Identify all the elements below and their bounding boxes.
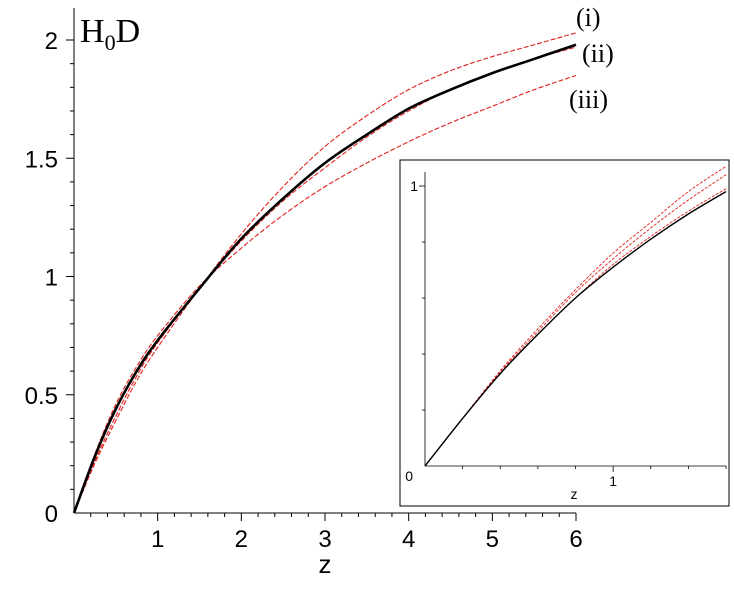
x-tick-label: 4 [402, 526, 415, 553]
y-tick-label: 1.5 [25, 146, 58, 173]
series-line-black [72, 43, 577, 514]
x-tick-label: 2 [235, 526, 248, 553]
y-axis-title-main: H [80, 13, 105, 50]
inset-frame [399, 159, 730, 507]
x-tick-label: 1 [151, 526, 164, 553]
y-tick-label: 0 [45, 501, 58, 528]
x-tick-label: 5 [486, 526, 499, 553]
inset-y-tick-label: 1 [410, 178, 418, 194]
inset-plot: 1 0 1 z [399, 159, 730, 507]
inset-y-tick-label: 0 [405, 468, 413, 484]
y-tick-label: 2 [45, 28, 58, 55]
curve-label-2: (ii) [582, 39, 614, 68]
y-tick-label: 0.5 [25, 383, 58, 410]
x-tick-label: 6 [569, 526, 582, 553]
curve-label-3: (iii) [569, 85, 608, 114]
x-tick-label: 3 [318, 526, 331, 553]
inset-x-axis-title: z [571, 486, 578, 502]
inset-series-line-black [424, 190, 727, 467]
curve-label-1: (i) [576, 3, 601, 32]
inset-x-tick-label: 1 [609, 473, 617, 489]
y-axis-title-suffix: D [116, 13, 141, 50]
series-line-3 [73, 74, 577, 514]
x-axis-title: z [319, 549, 332, 579]
series-line-1 [73, 32, 577, 514]
y-axis-title-sub: 0 [105, 30, 116, 55]
y-axis-title: H0D [80, 13, 140, 55]
y-tick-label: 1 [45, 265, 58, 292]
